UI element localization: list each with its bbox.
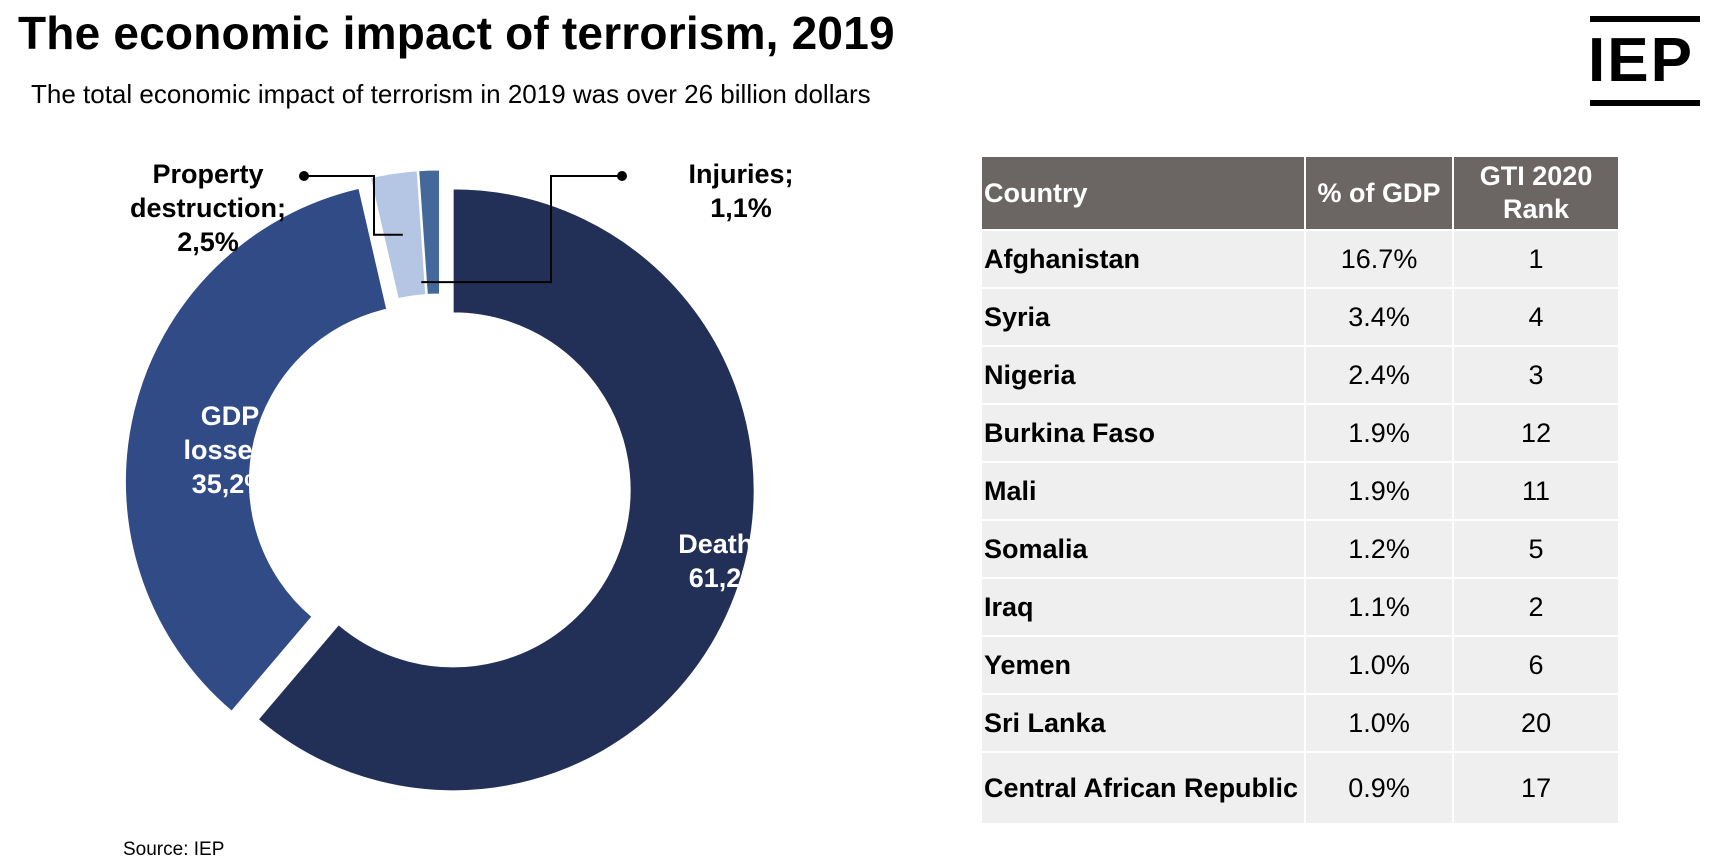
table-row: Central African Republic 0.9% 17 bbox=[982, 753, 1618, 823]
label-property-destruction: Property destruction; 2,5% bbox=[130, 159, 286, 257]
cell-gdp-share: 2.4% bbox=[1305, 347, 1453, 403]
cell-gdp-share: 1.1% bbox=[1305, 579, 1453, 635]
cell-country: Central African Republic bbox=[982, 753, 1304, 823]
column-header-gdp: % of GDP bbox=[1305, 157, 1453, 229]
cell-gti-rank: 3 bbox=[1454, 347, 1618, 403]
leader-dot-property-destruction bbox=[299, 171, 309, 181]
cell-country: Syria bbox=[982, 289, 1304, 345]
column-header-rank: GTI 2020 Rank bbox=[1454, 157, 1618, 229]
slice-gdp-losses bbox=[124, 187, 388, 712]
table-row: Mali 1.9% 11 bbox=[982, 463, 1618, 519]
table-row: Iraq 1.1% 2 bbox=[982, 579, 1618, 635]
cell-gdp-share: 1.9% bbox=[1305, 463, 1453, 519]
cell-gti-rank: 12 bbox=[1454, 405, 1618, 461]
cell-gdp-share: 1.0% bbox=[1305, 637, 1453, 693]
leader-line-property-destruction bbox=[304, 175, 403, 236]
table-row: Yemen 1.0% 6 bbox=[982, 637, 1618, 693]
cell-gdp-share: 1.2% bbox=[1305, 521, 1453, 577]
cell-country: Yemen bbox=[982, 637, 1304, 693]
cell-country: Afghanistan bbox=[982, 231, 1304, 287]
source-note: Source: IEP bbox=[123, 839, 225, 860]
cell-gti-rank: 6 bbox=[1454, 637, 1618, 693]
slice-injuries bbox=[418, 169, 441, 295]
table-row: Somalia 1.2% 5 bbox=[982, 521, 1618, 577]
leader-line-injuries bbox=[421, 175, 622, 284]
cell-gti-rank: 17 bbox=[1454, 753, 1618, 823]
label-gdp-losses: GDP losses; 35,2% bbox=[183, 401, 276, 499]
chart-title: The economic impact of terrorism, 2019 bbox=[18, 7, 895, 59]
chart-subtitle: The total economic impact of terrorism i… bbox=[31, 79, 871, 109]
cell-gti-rank: 11 bbox=[1454, 463, 1618, 519]
logo-bottom-rule bbox=[1590, 100, 1700, 106]
cell-country: Somalia bbox=[982, 521, 1304, 577]
cell-gti-rank: 1 bbox=[1454, 231, 1618, 287]
cell-country: Burkina Faso bbox=[982, 405, 1304, 461]
cell-gdp-share: 0.9% bbox=[1305, 753, 1453, 823]
cell-country: Nigeria bbox=[982, 347, 1304, 403]
cell-gti-rank: 5 bbox=[1454, 521, 1618, 577]
table-body: Afghanistan 16.7% 1 Syria 3.4% 4 Nigeria 2.4% 3 B… bbox=[982, 231, 1618, 823]
label-leaders bbox=[299, 171, 627, 284]
table-header-row: Country % of GDP GTI 2020 Rank bbox=[982, 157, 1618, 229]
cell-gti-rank: 4 bbox=[1454, 289, 1618, 345]
slice-deaths bbox=[257, 188, 755, 792]
table-row: Burkina Faso 1.9% 12 bbox=[982, 405, 1618, 461]
cell-gdp-share: 1.9% bbox=[1305, 405, 1453, 461]
table-row: Syria 3.4% 4 bbox=[982, 289, 1618, 345]
label-deaths: Deaths, 61,2% bbox=[678, 529, 776, 593]
cell-gti-rank: 20 bbox=[1454, 695, 1618, 751]
cell-country: Iraq bbox=[982, 579, 1304, 635]
label-injuries: Injuries; 1,1% bbox=[688, 159, 793, 223]
donut-chart: Deaths, 61,2% GDP losses; 35,2% Property destr… bbox=[124, 159, 794, 792]
cell-country: Mali bbox=[982, 463, 1304, 519]
gdp-impact-table: Country % of GDP GTI 2020 Rank Afghanist… bbox=[980, 155, 1620, 825]
logo-text: IEP bbox=[1588, 26, 1694, 95]
logo-top-rule bbox=[1590, 16, 1700, 22]
column-header-country: Country bbox=[982, 157, 1304, 229]
table-row: Afghanistan 16.7% 1 bbox=[982, 231, 1618, 287]
cell-gdp-share: 16.7% bbox=[1305, 231, 1453, 287]
table-row: Nigeria 2.4% 3 bbox=[982, 347, 1618, 403]
leader-dot-injuries bbox=[617, 171, 627, 181]
cell-gdp-share: 1.0% bbox=[1305, 695, 1453, 751]
slice-labels: Deaths, 61,2% GDP losses; 35,2% Property destr… bbox=[130, 159, 794, 593]
table-row: Sri Lanka 1.0% 20 bbox=[982, 695, 1618, 751]
cell-country: Sri Lanka bbox=[982, 695, 1304, 751]
cell-gdp-share: 3.4% bbox=[1305, 289, 1453, 345]
iep-logo: IEP bbox=[1588, 16, 1702, 106]
cell-gti-rank: 2 bbox=[1454, 579, 1618, 635]
